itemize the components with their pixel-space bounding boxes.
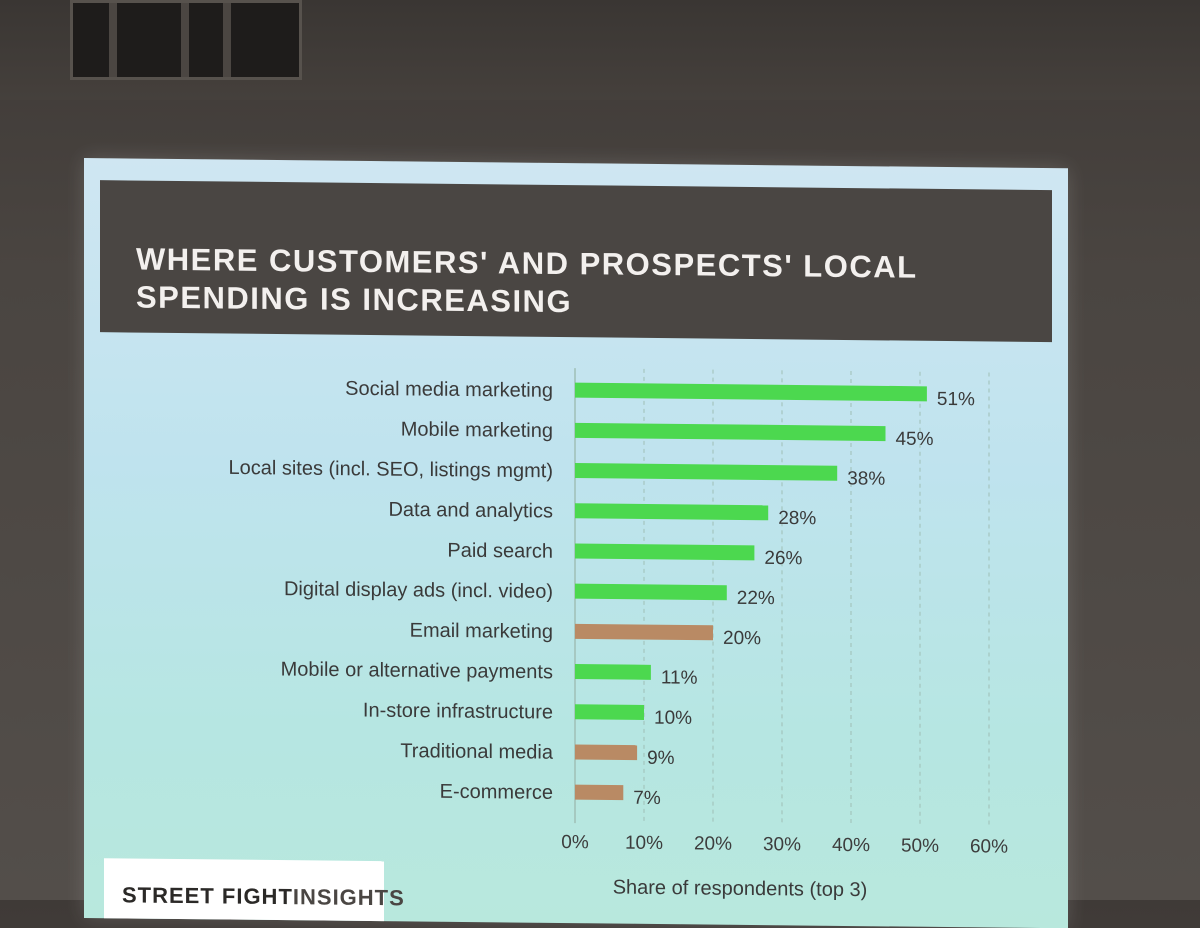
- value-label: 11%: [661, 667, 698, 688]
- bar: [575, 463, 838, 481]
- category-label: In-store infrastructure: [363, 700, 553, 724]
- category-label: Traditional media: [400, 740, 554, 764]
- ceiling: [0, 0, 1200, 100]
- category-label: E-commerce: [440, 781, 553, 804]
- bar: [575, 704, 644, 720]
- value-label: 28%: [778, 508, 816, 529]
- value-label: 9%: [647, 748, 675, 769]
- bar: [575, 503, 769, 521]
- brand-text: STREET FIGHTINSIGHTS: [122, 882, 405, 911]
- bar-chart: 0% 10% 20% 30% 40% 50% 60% Social media marketi…: [228, 368, 1008, 902]
- x-tick-label: 60%: [970, 836, 1008, 857]
- x-tick-label: 10%: [625, 833, 663, 854]
- x-axis-title: Share of respondents (top 3): [613, 877, 868, 902]
- value-label: 22%: [737, 588, 775, 609]
- x-tick-label: 20%: [694, 833, 732, 854]
- vent-slat: [181, 3, 189, 77]
- x-tick-label: 50%: [901, 836, 939, 857]
- bar: [575, 744, 638, 761]
- x-tick-label: 30%: [763, 834, 801, 855]
- category-label: Mobile or alternative payments: [281, 658, 553, 683]
- projected-slide: WHERE CUSTOMERS' AND PROSPECTS' LOCAL SP…: [84, 158, 1068, 928]
- bar: [575, 422, 886, 442]
- ceiling-vent: [70, 0, 302, 80]
- category-label: Data and analytics: [388, 499, 553, 523]
- bar: [575, 784, 624, 801]
- value-label: 51%: [937, 389, 975, 410]
- category-label: Paid search: [447, 540, 553, 563]
- bar: [575, 382, 927, 402]
- value-label: 10%: [654, 708, 692, 729]
- value-label: 20%: [723, 628, 761, 649]
- vent-slat: [223, 3, 231, 77]
- category-label: Digital display ads (incl. video): [284, 578, 553, 603]
- category-label: Local sites (incl. SEO, listings mgmt): [228, 457, 553, 482]
- brand-part2: INSIGHTS: [292, 884, 405, 911]
- bar: [575, 664, 651, 680]
- x-tick-label: 0%: [561, 832, 589, 853]
- value-label: 45%: [896, 429, 934, 450]
- vent-slat: [109, 3, 117, 77]
- bar: [575, 543, 755, 561]
- value-label: 7%: [633, 788, 661, 809]
- category-label: Social media marketing: [345, 378, 553, 402]
- bar: [575, 583, 727, 601]
- brand-logo: STREET FIGHTINSIGHTS: [104, 858, 405, 922]
- bar: [575, 623, 713, 641]
- x-tick-label: 40%: [832, 835, 870, 856]
- value-label: 26%: [764, 548, 802, 569]
- category-label: Email marketing: [410, 620, 553, 644]
- category-label: Mobile marketing: [401, 419, 553, 443]
- brand-part1: STREET FIGHT: [122, 882, 293, 910]
- value-label: 38%: [847, 468, 885, 489]
